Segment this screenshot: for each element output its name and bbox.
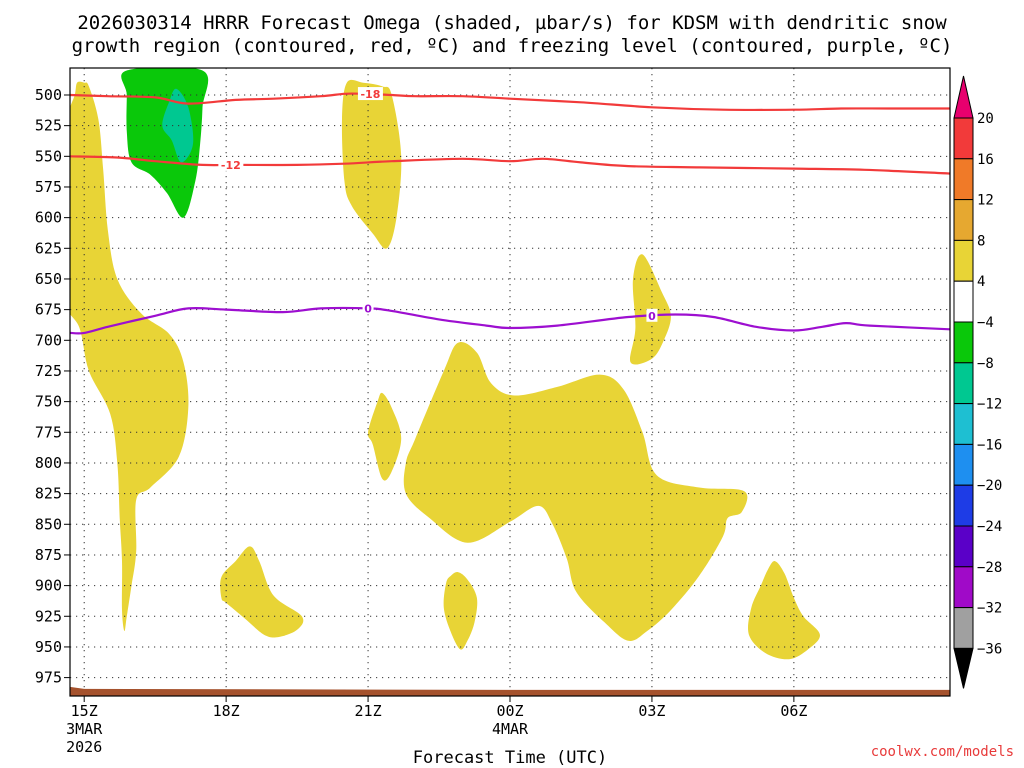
omega-region bbox=[341, 79, 402, 249]
omega-region bbox=[121, 68, 209, 218]
pressure-axis: 500 525 550 575 600 625 650 675 700 725 750 775 800 8… bbox=[35, 86, 70, 687]
temperature-contours: -18 -12 0 0 bbox=[70, 87, 950, 335]
y-tick-label: 875 bbox=[35, 546, 62, 564]
ground-terrain bbox=[70, 686, 950, 696]
colorbar-label: −8 bbox=[977, 356, 994, 372]
y-tick-label: 600 bbox=[35, 209, 62, 227]
omega-shading bbox=[70, 68, 820, 660]
x-axis-label: Forecast Time (UTC) bbox=[413, 748, 607, 768]
omega-region bbox=[443, 572, 478, 650]
colorbar-swatch bbox=[953, 321, 974, 364]
colorbar-swatch bbox=[953, 607, 974, 649]
omega-region bbox=[162, 88, 194, 163]
y-tick-label: 925 bbox=[35, 607, 62, 625]
y-tick-label: 900 bbox=[35, 577, 62, 595]
x-tick-date: 3MAR bbox=[66, 720, 103, 738]
colorbar-swatch bbox=[953, 117, 974, 160]
y-tick-label: 625 bbox=[35, 239, 62, 257]
chart-title-line-1: 2026030314 HRRR Forecast Omega (shaded, … bbox=[77, 12, 947, 34]
colorbar-label: −20 bbox=[977, 478, 1002, 494]
colorbar-bottom-arrow bbox=[953, 647, 974, 689]
colorbar-swatch bbox=[953, 239, 974, 282]
colorbar-label: 16 bbox=[977, 152, 994, 168]
contour-label-bg bbox=[357, 87, 383, 101]
contour-label: -12 bbox=[221, 159, 241, 172]
colorbar: 20 16 12 8 4 −4 −8 −12 −16 −20 −24 −28 −32 −36 bbox=[953, 75, 1002, 689]
chart-title-line-2: growth region (contoured, red, ºC) and f… bbox=[72, 35, 953, 57]
y-tick-label: 825 bbox=[35, 485, 62, 503]
plot-area: -18 -12 0 0 bbox=[69, 67, 951, 697]
y-tick-label: 575 bbox=[35, 178, 62, 196]
omega-region bbox=[70, 81, 189, 632]
omega-region bbox=[403, 341, 748, 642]
colorbar-label: 12 bbox=[977, 193, 994, 209]
y-tick-label: 975 bbox=[35, 669, 62, 687]
y-tick-label: 725 bbox=[35, 362, 62, 380]
y-tick-label: 525 bbox=[35, 117, 62, 135]
x-tick-label: 15Z bbox=[71, 702, 98, 720]
y-tick-label: 775 bbox=[35, 423, 62, 441]
contour-line bbox=[70, 306, 950, 335]
contour-label: 0 bbox=[648, 310, 656, 323]
y-tick-label: 700 bbox=[35, 331, 62, 349]
x-tick-label: 18Z bbox=[213, 702, 240, 720]
y-tick-label: 650 bbox=[35, 270, 62, 288]
x-tick-year: 2026 bbox=[66, 738, 102, 756]
x-tick-date: 4MAR bbox=[492, 720, 529, 738]
x-tick-label: 00Z bbox=[496, 702, 523, 720]
colorbar-label: 20 bbox=[977, 111, 994, 127]
colorbar-swatch bbox=[953, 566, 974, 609]
contour-line bbox=[70, 155, 950, 175]
colorbar-label: 4 bbox=[977, 274, 985, 290]
contour-label-bg bbox=[362, 301, 374, 315]
ground-fill bbox=[70, 686, 950, 696]
contour-label: -18 bbox=[360, 88, 380, 101]
contour-label-bg bbox=[646, 308, 658, 322]
colorbar-swatch bbox=[953, 280, 974, 323]
colorbar-label: −24 bbox=[977, 519, 1002, 535]
y-tick-label: 750 bbox=[35, 393, 62, 411]
x-tick-label: 06Z bbox=[780, 702, 807, 720]
contour-line bbox=[70, 92, 950, 112]
colorbar-swatch bbox=[953, 199, 974, 241]
credit-text: coolwx.com/models bbox=[871, 744, 1014, 760]
colorbar-swatch bbox=[953, 403, 974, 445]
omega-region bbox=[748, 561, 820, 660]
colorbar-label: −16 bbox=[977, 437, 1002, 453]
omega-region bbox=[367, 392, 402, 481]
colorbar-label: −12 bbox=[977, 397, 1002, 413]
colorbar-label: −4 bbox=[977, 315, 994, 331]
colorbar-label: −28 bbox=[977, 560, 1002, 576]
y-tick-label: 550 bbox=[35, 147, 62, 165]
contour-label-bg bbox=[218, 157, 244, 171]
colorbar-swatch bbox=[953, 443, 974, 486]
x-tick-label: 03Z bbox=[638, 702, 665, 720]
colorbar-label: −32 bbox=[977, 601, 1002, 617]
colorbar-top-arrow bbox=[953, 75, 974, 119]
colorbar-swatch bbox=[953, 525, 974, 568]
colorbar-label: 8 bbox=[977, 233, 985, 249]
x-tick-label: 21Z bbox=[355, 702, 382, 720]
y-tick-label: 850 bbox=[35, 515, 62, 533]
colorbar-swatch bbox=[953, 484, 974, 527]
y-tick-label: 950 bbox=[35, 638, 62, 656]
y-tick-label: 500 bbox=[35, 86, 62, 104]
y-tick-label: 800 bbox=[35, 454, 62, 472]
y-tick-label: 675 bbox=[35, 301, 62, 319]
contour-label: 0 bbox=[364, 302, 372, 315]
omega-region bbox=[220, 546, 304, 638]
colorbar-label: −36 bbox=[977, 641, 1002, 657]
colorbar-swatch bbox=[953, 362, 974, 405]
colorbar-swatch bbox=[953, 158, 974, 201]
